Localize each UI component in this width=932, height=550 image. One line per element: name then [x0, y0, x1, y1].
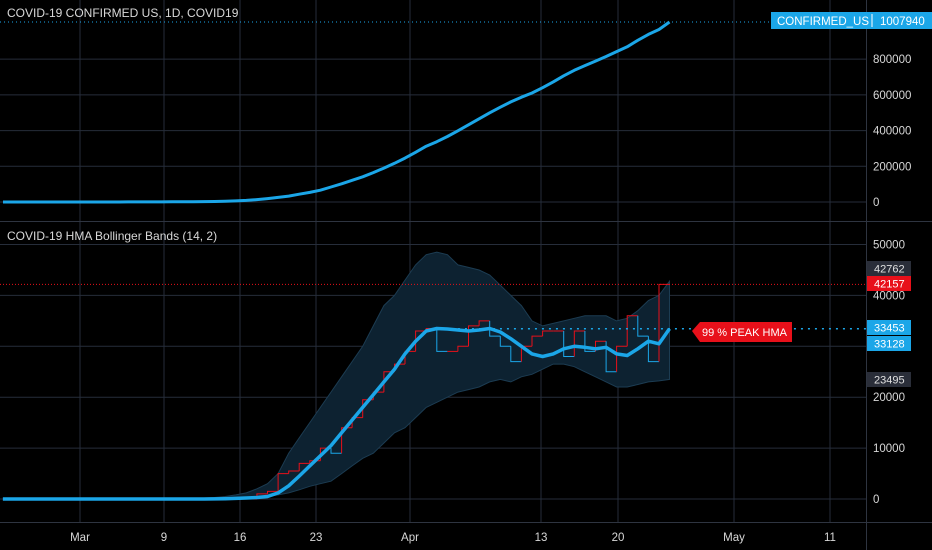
- daily-step-segment: [341, 427, 353, 454]
- daily-step-segment: [457, 345, 469, 352]
- confirmed-us-badge-value: 1007940: [880, 16, 925, 28]
- daily-step-segment: [468, 325, 480, 347]
- lower-band-badge: 23495: [867, 372, 911, 387]
- confirmed-us-badge-bg: [771, 12, 932, 29]
- x-tick-label: 20: [612, 532, 625, 544]
- reference-lines: [0, 21, 866, 330]
- daily-step-segment: [330, 448, 342, 454]
- hma-badge-bg: [867, 320, 911, 335]
- daily-step-segment: [436, 328, 448, 352]
- hma-prev-badge: 33128: [867, 336, 911, 351]
- confirmed-us-line: [3, 20, 671, 204]
- daily-step-segment: [626, 315, 638, 347]
- series-layer: [3, 20, 671, 501]
- upper-band-badge-bg: [867, 261, 911, 276]
- top-y-axis[interactable]: 800000 600000 400000 200000 0: [873, 54, 911, 209]
- bottom-y-axis[interactable]: 50000 40000 20000 10000 0: [873, 240, 905, 507]
- lower-band-badge-value: 23495: [874, 375, 905, 387]
- daily-step-segment: [277, 473, 289, 492]
- daily-step-segment: [298, 462, 310, 471]
- x-tick-label: May: [723, 532, 745, 544]
- hma-badge-value: 33453: [874, 323, 905, 335]
- daily-step-segment: [542, 330, 554, 337]
- upper-band-badge-value: 42762: [874, 264, 905, 276]
- daily-step-segment: [637, 315, 649, 337]
- peak-hma-label: 99 % PEAK HMA: [692, 322, 792, 342]
- daily-step-segment: [510, 346, 522, 363]
- hma-line: [3, 326, 671, 501]
- confirmed-us-badge-label: CONFIRMED_US: [777, 16, 869, 28]
- x-tick-label: 9: [161, 532, 167, 544]
- daily-step-segment: [616, 345, 628, 372]
- top-panel-title: COVID-19 CONFIRMED US, 1D, COVID19: [7, 6, 239, 20]
- x-tick-label: Apr: [401, 532, 419, 544]
- bottom-y-tick-label: 10000: [873, 443, 905, 455]
- bottom-y-tick-label: 50000: [873, 240, 905, 252]
- x-tick-label: 11: [824, 532, 836, 544]
- time-axis[interactable]: Mar 9 16 23 Apr 13 20 May 11: [70, 532, 836, 544]
- hma-prev-badge-bg: [867, 336, 911, 351]
- top-y-tick-label: 400000: [873, 126, 911, 138]
- daily-step-segment: [288, 470, 300, 474]
- daily-step-segment: [584, 331, 596, 352]
- peak-hma-label-bg: [692, 322, 792, 342]
- daily-step-segment: [647, 336, 659, 363]
- hma-badge: 33453: [867, 320, 911, 335]
- daily-step-segment: [267, 490, 279, 494]
- daily-badge-bg: [867, 276, 911, 291]
- grid-lines: [0, 0, 866, 522]
- daily-step-segment: [563, 331, 575, 357]
- upper-band-badge: 42762: [867, 261, 911, 276]
- top-y-tick-label: 600000: [873, 90, 911, 102]
- confirmed-us-badge: CONFIRMED_US 1007940: [771, 12, 932, 29]
- x-tick-label: Mar: [70, 532, 90, 544]
- bottom-y-tick-label: 40000: [873, 290, 905, 302]
- lower-band-badge-bg: [867, 372, 911, 387]
- daily-step-segment: [415, 330, 427, 352]
- bottom-panel-title: COVID-19 HMA Bollinger Bands (14, 2): [7, 229, 217, 243]
- peak-hma-label-text: 99 % PEAK HMA: [702, 327, 788, 339]
- x-tick-label: 16: [234, 532, 247, 544]
- daily-step-segment: [478, 320, 490, 326]
- hma-prev-badge-value: 33128: [874, 339, 905, 351]
- daily-badge-value: 42157: [874, 279, 905, 291]
- daily-step-segment: [605, 341, 617, 373]
- daily-badge: 42157: [867, 276, 911, 291]
- daily-step-segment: [489, 320, 501, 337]
- daily-step-segment: [499, 336, 511, 347]
- top-y-tick-label: 0: [873, 197, 879, 209]
- daily-step-segment: [531, 335, 543, 347]
- bottom-y-tick-label: 20000: [873, 392, 905, 404]
- bottom-y-tick-label: 0: [873, 494, 879, 506]
- top-y-tick-label: 800000: [873, 54, 911, 66]
- top-y-tick-label: 200000: [873, 161, 911, 173]
- x-tick-label: 13: [535, 532, 548, 544]
- x-tick-label: 23: [310, 532, 323, 544]
